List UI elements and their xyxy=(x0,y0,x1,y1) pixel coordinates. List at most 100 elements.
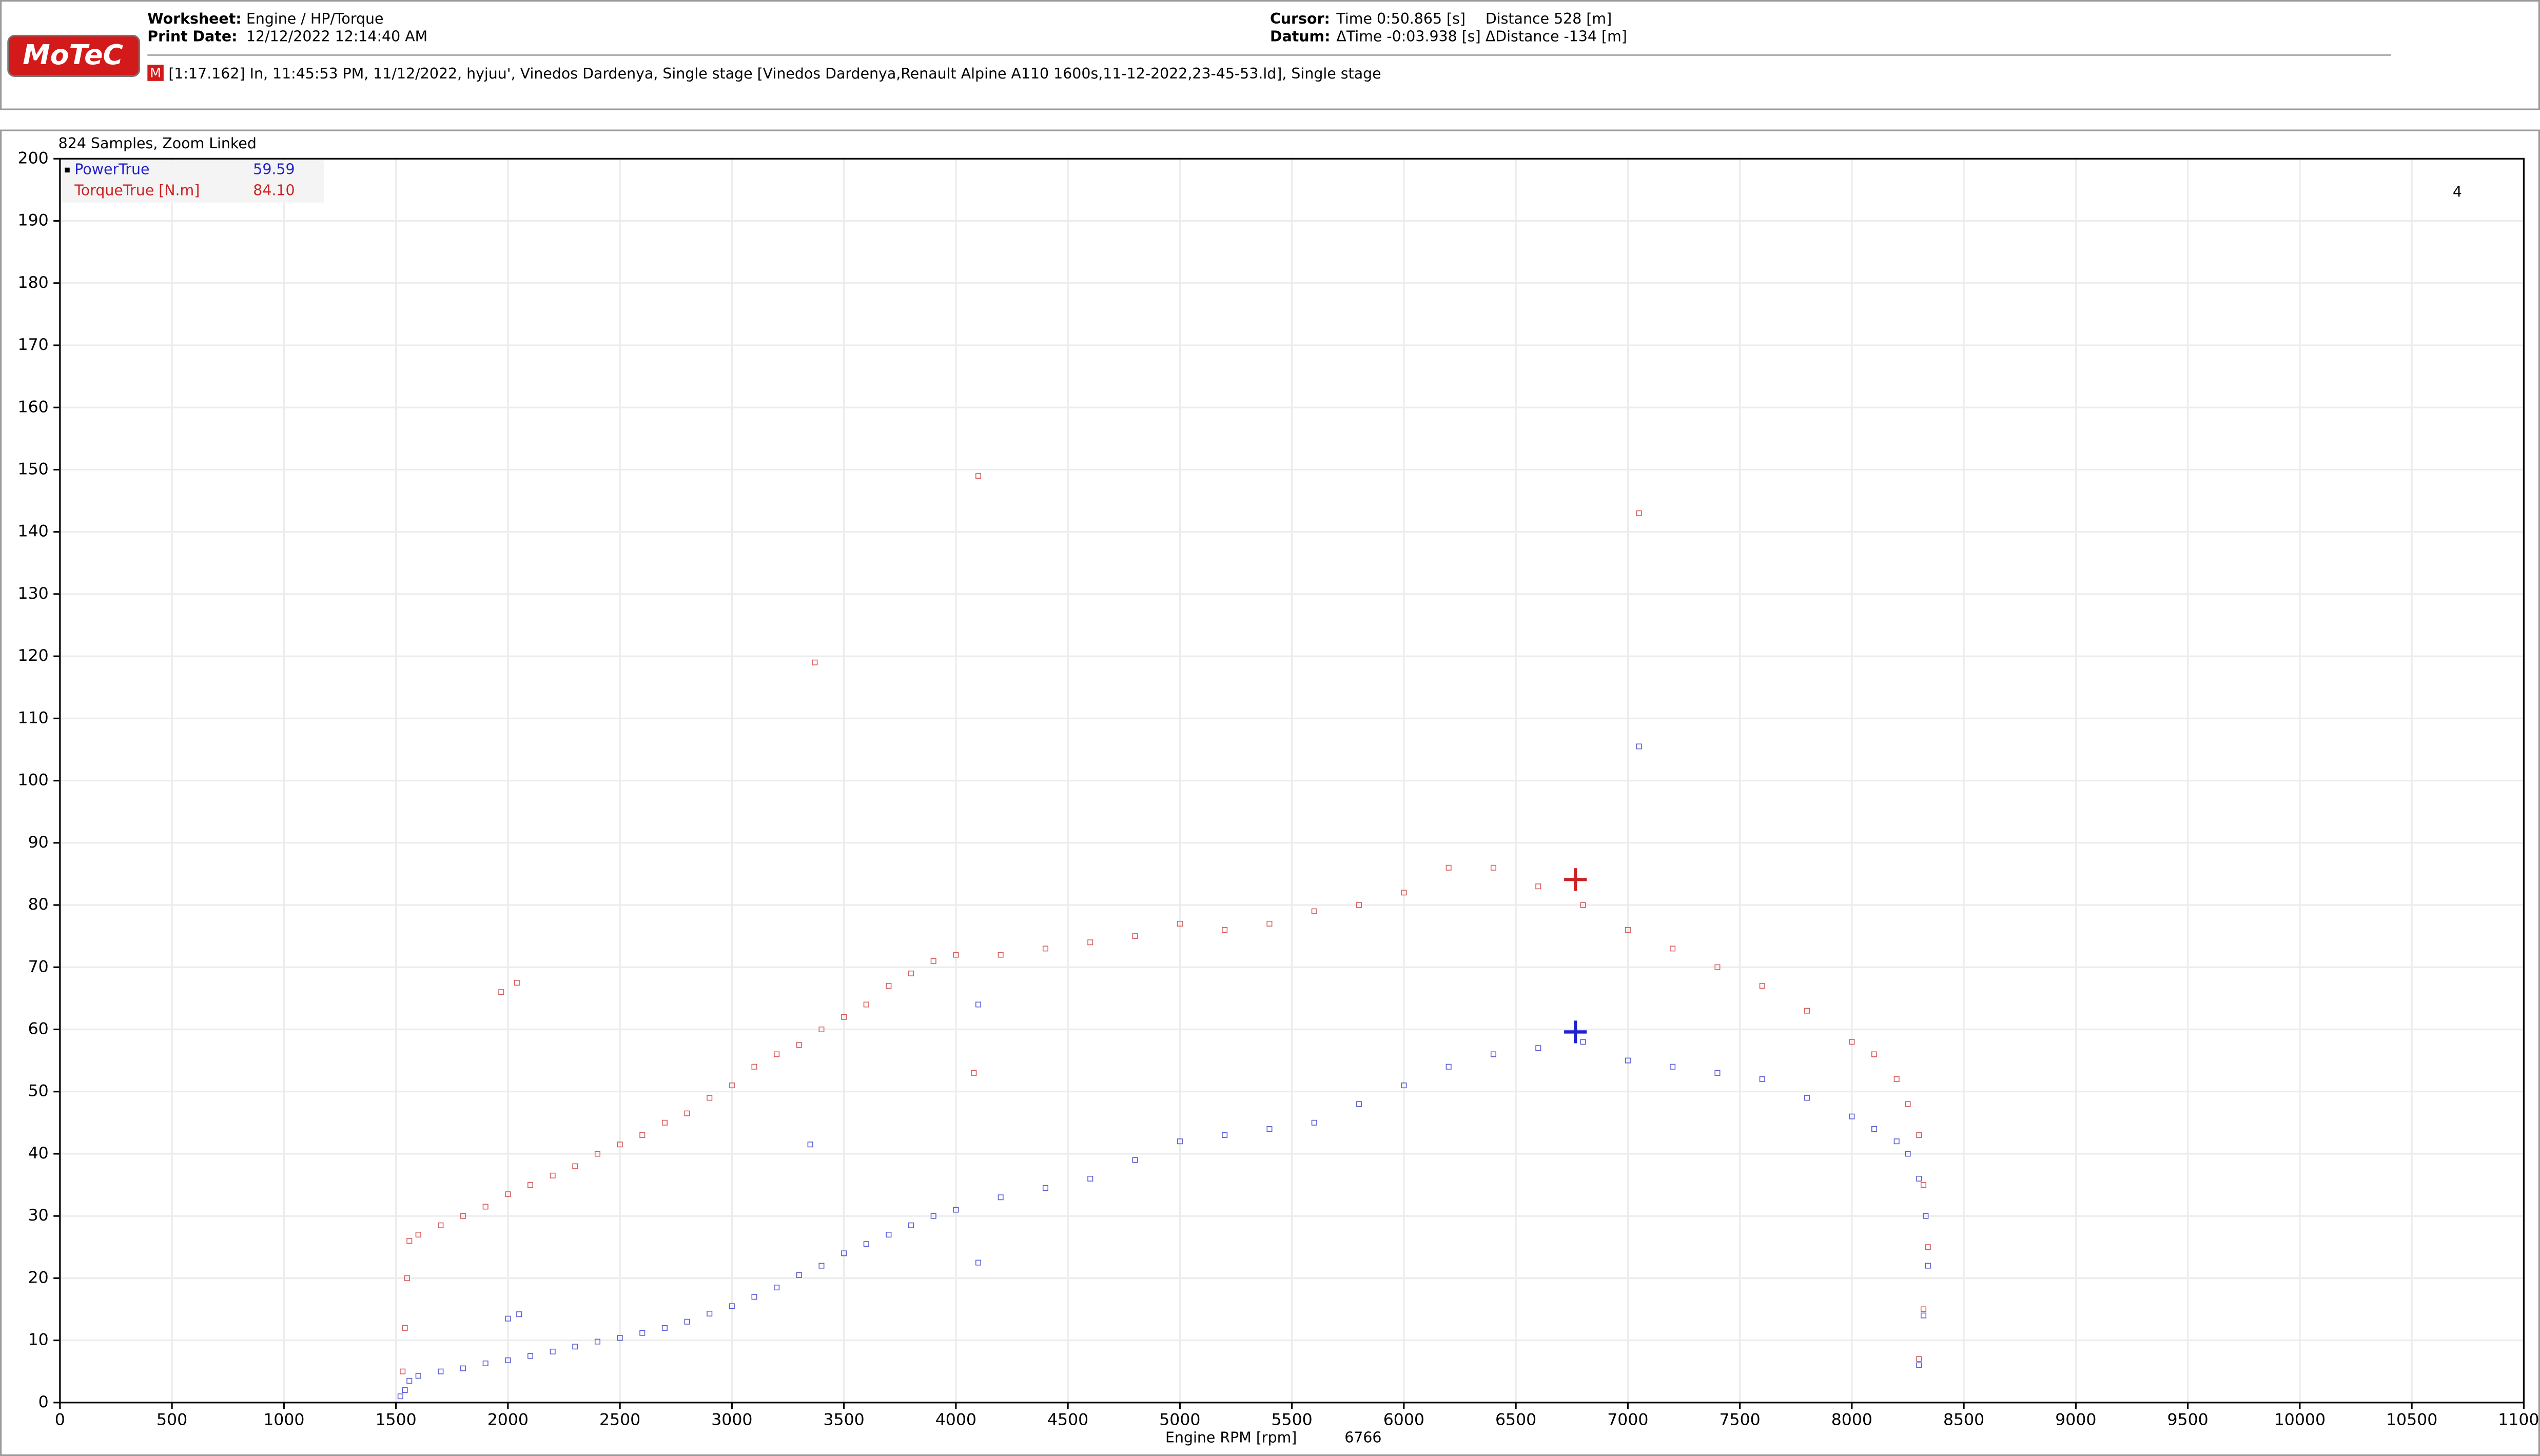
point xyxy=(1925,1244,1931,1250)
label: Cursor: xyxy=(1270,10,1330,27)
point xyxy=(998,952,1004,958)
point xyxy=(1893,1076,1900,1082)
value: ΔTime -0:03.938 [s] xyxy=(1336,28,1480,45)
point xyxy=(402,1325,408,1331)
point xyxy=(1670,946,1676,952)
point xyxy=(572,1163,578,1169)
x-tick-label: 0 xyxy=(55,1411,65,1429)
point xyxy=(841,1250,847,1256)
point xyxy=(1916,1356,1922,1362)
point xyxy=(1580,1039,1586,1045)
point xyxy=(1490,1051,1496,1057)
chart-panel xyxy=(0,129,2540,1456)
point xyxy=(617,1142,623,1148)
legend-selector xyxy=(65,167,70,173)
point xyxy=(1356,1101,1362,1107)
point xyxy=(908,1222,914,1228)
point xyxy=(1132,1157,1138,1163)
corner-label: 4 xyxy=(2453,184,2462,201)
cursor-x: 6766 xyxy=(1344,1429,1381,1446)
point xyxy=(1535,883,1541,890)
y-tick-label: 130 xyxy=(18,584,49,603)
point xyxy=(774,1051,780,1057)
point xyxy=(438,1222,444,1228)
point xyxy=(1905,1151,1911,1157)
point xyxy=(402,1387,408,1393)
y-tick-label: 50 xyxy=(28,1082,49,1100)
point xyxy=(1905,1101,1911,1107)
point xyxy=(406,1378,413,1384)
point xyxy=(1925,1263,1931,1269)
point xyxy=(460,1213,466,1219)
point xyxy=(998,1194,1004,1201)
point xyxy=(527,1182,534,1188)
x-tick-label: 4500 xyxy=(1047,1411,1088,1429)
legend-name: TorqueTrue [N.m] xyxy=(74,182,200,199)
point xyxy=(505,1191,511,1197)
point xyxy=(1921,1312,1927,1319)
point xyxy=(751,1064,757,1070)
point xyxy=(1401,1083,1407,1089)
point xyxy=(1356,902,1362,908)
y-tick-label: 30 xyxy=(28,1206,49,1225)
plot-frame xyxy=(59,158,2525,1404)
x-tick-label: 6000 xyxy=(1383,1411,1424,1429)
point xyxy=(818,1263,825,1269)
cursor-marker xyxy=(1564,1020,1587,1044)
x-tick-label: 8000 xyxy=(1831,1411,1872,1429)
point xyxy=(1445,864,1452,871)
point xyxy=(975,1260,982,1266)
label: Worksheet: xyxy=(147,10,241,27)
y-tick-label: 150 xyxy=(18,460,49,478)
point xyxy=(684,1319,690,1325)
point xyxy=(1804,1008,1810,1014)
x-tick-label: 3000 xyxy=(711,1411,752,1429)
point xyxy=(406,1238,413,1244)
point xyxy=(1636,743,1642,750)
point xyxy=(1804,1095,1810,1101)
point xyxy=(1714,964,1721,970)
y-tick-label: 180 xyxy=(18,273,49,292)
x-tick-label: 2000 xyxy=(487,1411,529,1429)
x-tick-label: 11000 xyxy=(2498,1411,2540,1429)
point xyxy=(812,659,818,665)
y-tick-label: 120 xyxy=(18,646,49,665)
point xyxy=(975,1001,982,1008)
point xyxy=(1042,946,1048,952)
point xyxy=(707,1095,713,1101)
point xyxy=(617,1335,623,1341)
y-tick-label: 60 xyxy=(28,1019,49,1038)
y-tick-label: 200 xyxy=(18,149,49,167)
point xyxy=(729,1303,735,1309)
legend-value: 59.59 xyxy=(253,161,295,178)
point xyxy=(975,473,982,479)
point xyxy=(1921,1182,1927,1188)
point xyxy=(863,1001,869,1008)
badge-text: M xyxy=(150,66,161,81)
x-tick-label: 500 xyxy=(157,1411,187,1429)
point xyxy=(415,1373,421,1379)
point xyxy=(930,958,936,964)
point xyxy=(841,1014,847,1020)
point xyxy=(1311,1119,1317,1126)
point xyxy=(1087,1175,1093,1182)
point xyxy=(751,1294,757,1300)
point xyxy=(397,1393,403,1400)
point xyxy=(400,1368,406,1374)
y-tick-label: 100 xyxy=(18,771,49,790)
point xyxy=(1222,1132,1228,1138)
point xyxy=(1871,1051,1878,1057)
legend xyxy=(61,160,324,203)
point xyxy=(1849,1039,1855,1045)
point xyxy=(729,1083,735,1089)
point xyxy=(404,1275,410,1281)
point xyxy=(639,1330,646,1336)
point xyxy=(594,1151,600,1157)
logo: MoTeC xyxy=(23,38,123,71)
point xyxy=(514,980,520,986)
point xyxy=(908,970,914,976)
point xyxy=(639,1132,646,1138)
point xyxy=(516,1311,522,1317)
